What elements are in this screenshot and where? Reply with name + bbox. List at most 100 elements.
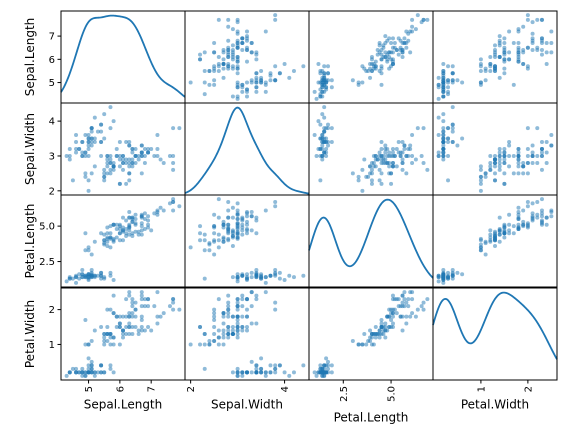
data-point xyxy=(273,268,278,273)
data-point xyxy=(259,356,264,361)
data-point xyxy=(158,205,163,210)
data-point xyxy=(301,273,306,278)
data-point xyxy=(67,370,72,375)
data-point xyxy=(369,335,374,340)
data-point xyxy=(259,68,264,73)
data-point xyxy=(390,321,395,326)
data-point xyxy=(377,43,382,48)
data-point xyxy=(390,153,395,158)
data-point xyxy=(329,78,334,83)
data-point xyxy=(158,157,163,162)
data-point xyxy=(483,174,488,179)
data-point xyxy=(226,222,231,227)
data-point xyxy=(127,325,132,330)
data-point xyxy=(114,314,119,319)
data-point xyxy=(127,311,132,316)
data-point xyxy=(161,208,166,213)
data-point xyxy=(544,160,549,165)
data-point xyxy=(525,171,530,176)
data-point xyxy=(381,328,386,333)
data-point xyxy=(314,96,319,101)
data-point xyxy=(86,342,91,347)
data-point xyxy=(155,209,160,214)
data-point xyxy=(111,335,116,340)
data-point xyxy=(230,243,235,248)
data-point xyxy=(216,17,221,22)
data-point xyxy=(539,140,544,145)
data-point xyxy=(398,48,403,53)
data-point xyxy=(530,211,535,216)
data-point xyxy=(544,61,549,66)
data-point xyxy=(402,41,407,46)
x-tick-label-sepal-length: 6 xyxy=(115,386,126,392)
data-point xyxy=(493,236,497,241)
data-point xyxy=(502,57,507,62)
data-point xyxy=(114,325,119,330)
y-axis-label-sepal-width: Sepal.Width xyxy=(23,113,37,185)
data-point xyxy=(364,342,369,347)
cell-petal-width-vs-petal-length xyxy=(308,287,434,381)
data-point xyxy=(67,147,72,151)
data-point xyxy=(493,243,497,248)
data-point xyxy=(207,242,212,247)
data-point xyxy=(216,335,221,340)
data-point xyxy=(371,160,376,165)
data-point xyxy=(254,370,259,375)
data-point xyxy=(460,272,465,277)
data-point xyxy=(360,342,365,347)
data-point xyxy=(441,89,446,94)
data-point xyxy=(421,307,426,312)
data-point xyxy=(124,332,129,336)
data-point xyxy=(102,112,107,117)
data-point xyxy=(400,150,405,155)
data-point xyxy=(108,335,113,340)
data-point xyxy=(102,136,107,141)
data-point xyxy=(539,17,544,22)
data-point xyxy=(130,332,135,336)
data-point xyxy=(441,153,446,158)
data-point xyxy=(389,50,394,55)
data-point xyxy=(249,41,254,46)
data-point xyxy=(235,325,240,330)
data-point xyxy=(117,140,122,145)
data-point xyxy=(525,126,530,131)
data-point xyxy=(249,80,254,85)
data-point xyxy=(318,136,323,141)
data-point xyxy=(216,61,221,66)
data-point xyxy=(497,229,502,234)
data-point xyxy=(375,332,380,336)
data-point xyxy=(136,328,141,333)
data-point xyxy=(212,307,217,312)
data-point xyxy=(146,218,151,223)
data-point xyxy=(254,52,259,57)
data-point xyxy=(502,153,507,158)
data-point xyxy=(539,147,544,151)
data-point xyxy=(525,204,530,209)
data-point xyxy=(254,231,259,236)
data-point xyxy=(287,75,292,80)
data-point xyxy=(102,167,107,172)
data-point xyxy=(318,363,323,368)
data-point xyxy=(216,197,221,202)
y-tick-label-petal-length: 2.5 xyxy=(39,257,55,268)
data-point xyxy=(329,363,334,368)
data-point xyxy=(318,68,323,73)
data-point xyxy=(121,153,125,158)
data-point xyxy=(146,325,151,330)
data-point xyxy=(202,68,207,73)
data-point xyxy=(142,160,147,165)
data-point xyxy=(89,363,94,368)
data-point xyxy=(142,211,147,216)
data-point xyxy=(535,212,540,217)
data-point xyxy=(263,208,268,213)
data-point xyxy=(130,300,135,305)
data-point xyxy=(235,275,240,280)
data-point xyxy=(111,167,116,172)
data-point xyxy=(105,338,110,343)
data-point xyxy=(139,221,144,226)
data-point xyxy=(111,342,116,347)
data-point xyxy=(324,136,329,141)
data-point xyxy=(167,153,172,158)
data-point xyxy=(146,304,151,309)
data-point xyxy=(277,276,282,281)
